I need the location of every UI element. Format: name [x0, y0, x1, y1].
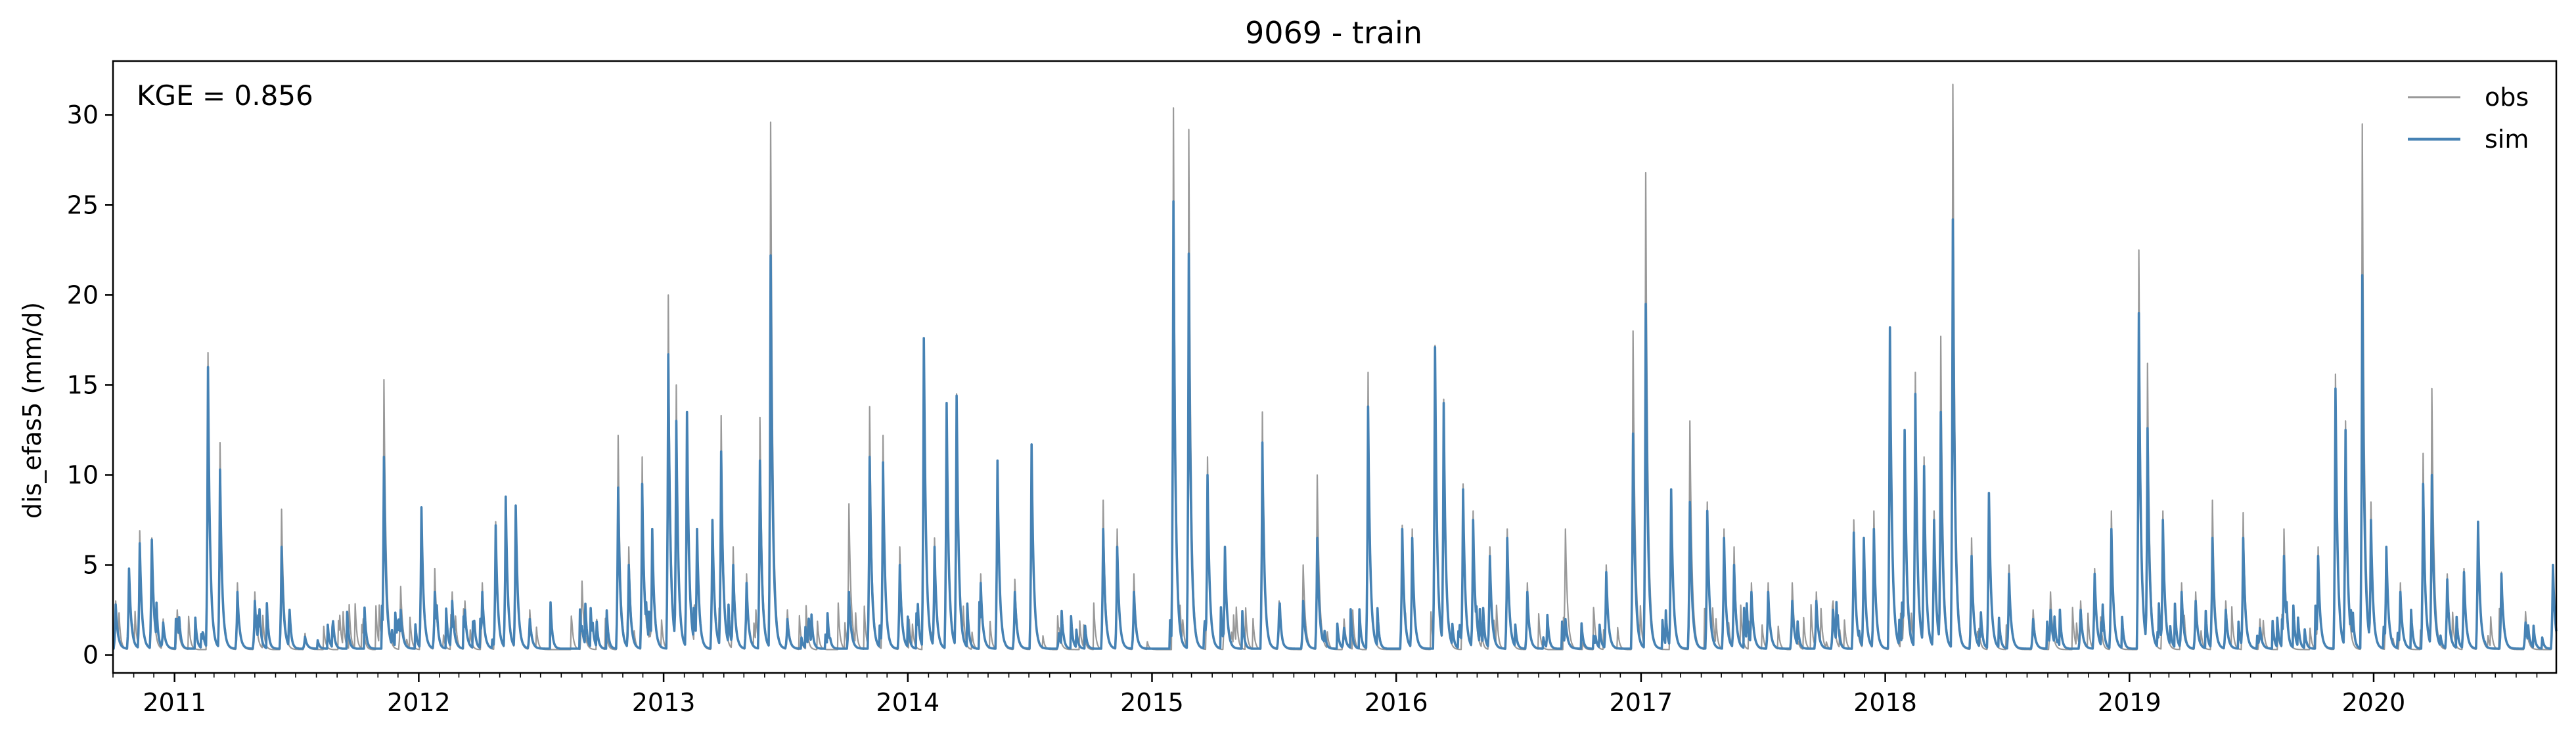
kge-annotation: KGE = 0.856 — [137, 79, 313, 112]
y-tick-label: 15 — [67, 370, 99, 399]
y-tick-label: 20 — [67, 280, 99, 309]
plot-frame — [112, 60, 2558, 674]
legend: obs sim — [2408, 83, 2529, 154]
series-line-sim — [112, 200, 2558, 650]
y-axis-ticks: 0 5 10 15 20 25 30 — [67, 100, 113, 670]
x-tick-label: 2018 — [1853, 688, 1917, 717]
y-tick-label: 10 — [67, 460, 99, 489]
x-tick-label: 2015 — [1120, 688, 1184, 717]
y-tick-label: 5 — [83, 551, 99, 580]
y-tick-label: 0 — [83, 641, 99, 670]
x-tick-label: 2012 — [387, 688, 451, 717]
x-axis-ticks: 2011 2012 2013 2014 2015 2016 2017 2018 2019 2020 — [112, 673, 2538, 717]
x-tick-label: 2019 — [2098, 688, 2161, 717]
x-tick-label: 2011 — [143, 688, 206, 717]
series-layer — [112, 83, 2558, 651]
x-tick-label: 2013 — [632, 688, 696, 717]
y-axis-label: dis_efas5 (mm/d) — [18, 302, 47, 519]
x-tick-label: 2020 — [2342, 688, 2406, 717]
y-tick-label: 25 — [67, 190, 99, 219]
legend-label-sim: sim — [2485, 125, 2529, 154]
x-tick-label: 2016 — [1365, 688, 1428, 717]
legend-label-obs: obs — [2485, 83, 2529, 112]
y-tick-label: 30 — [67, 100, 99, 129]
x-tick-label: 2017 — [1610, 688, 1673, 717]
x-tick-label: 2014 — [876, 688, 939, 717]
chart-title: 9069 - train — [1245, 15, 1422, 51]
